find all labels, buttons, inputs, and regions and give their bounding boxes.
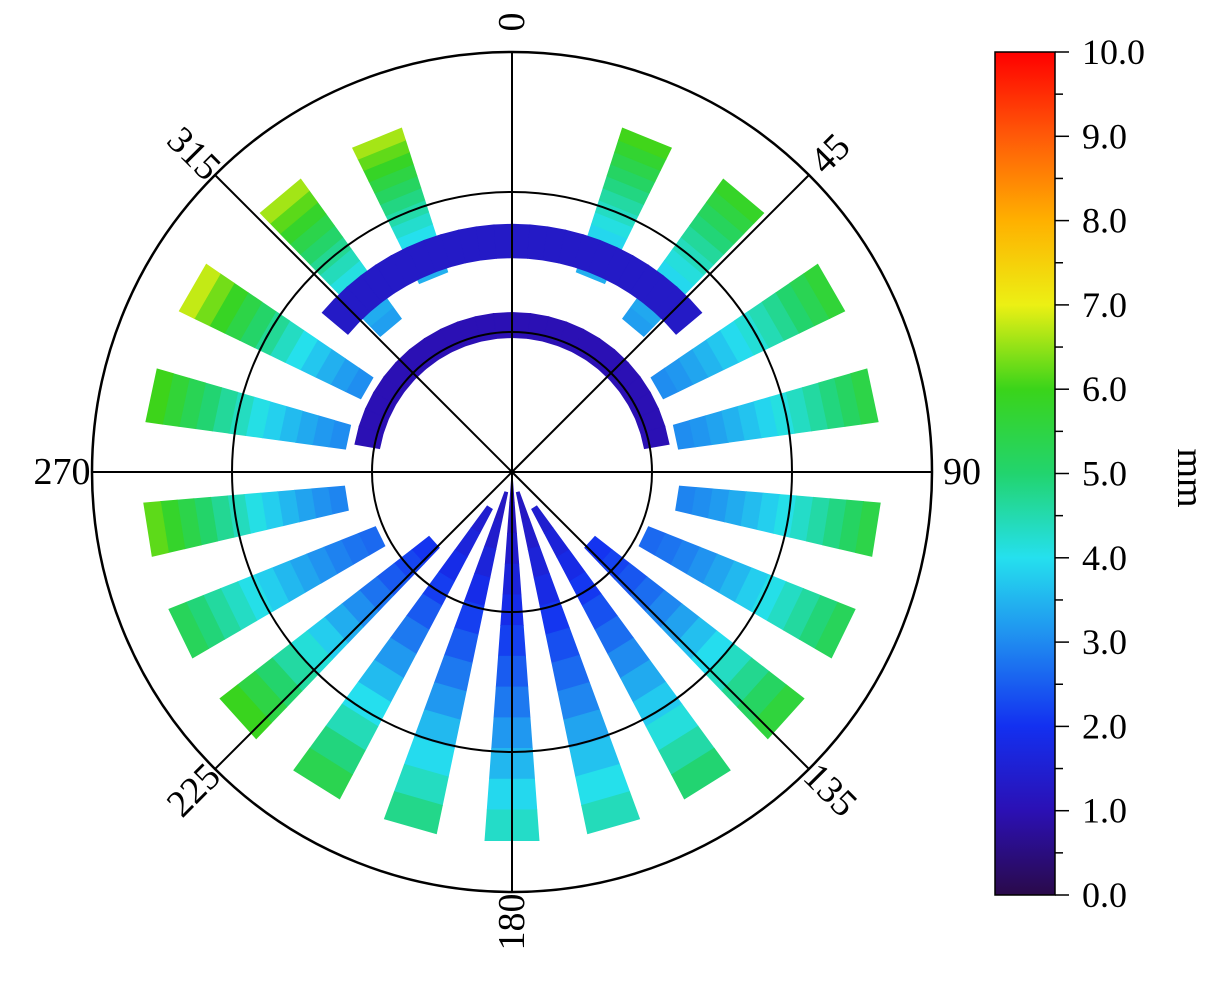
angle-tick-label: 45 xyxy=(802,126,859,183)
spoke-line xyxy=(214,174,513,473)
colorbar-tick-label: 8.0 xyxy=(1082,201,1127,241)
colorbar-tick-label: 6.0 xyxy=(1082,369,1127,409)
colorbar-tick-label: 10.0 xyxy=(1082,32,1145,72)
heatmap-cell xyxy=(145,368,174,425)
heatmap-cell xyxy=(533,573,560,607)
colorbar-label: mm xyxy=(1169,448,1211,507)
heatmap-cell xyxy=(351,127,406,160)
heatmap-cell xyxy=(814,601,856,659)
heatmap-strip xyxy=(672,368,879,450)
heatmap-strip xyxy=(531,505,731,800)
heatmap-cell xyxy=(178,263,221,319)
heatmap-cell xyxy=(714,178,765,224)
heatmap-cell xyxy=(293,747,353,800)
colorbar-tick-label: 7.0 xyxy=(1082,285,1127,325)
colorbar: 0.0 1.0 2.0 3.0 4.0 5.0 6.0 7.0 8.0 9.0 10.0 mm xyxy=(994,32,1211,915)
heatmap-cell xyxy=(515,491,530,522)
heatmap-cell xyxy=(474,545,497,579)
heatmap-cell xyxy=(640,425,670,450)
heatmap-cell xyxy=(484,518,503,550)
heatmap-cell xyxy=(855,501,881,557)
heatmap-cell xyxy=(168,601,210,659)
heatmap-cell xyxy=(143,501,169,557)
heatmap-arch xyxy=(321,223,703,335)
heatmap-cell xyxy=(494,491,509,522)
colorbar-tick-label: 3.0 xyxy=(1082,622,1127,662)
angle-tick-label: 180 xyxy=(491,894,533,951)
colorbar-tick-label: 5.0 xyxy=(1082,454,1127,494)
spoke-line xyxy=(511,471,810,770)
heatmap-strip xyxy=(178,263,374,400)
heatmap-strip xyxy=(168,526,386,659)
heatmap-cell xyxy=(259,178,310,224)
heatmap-strip xyxy=(143,485,349,557)
heatmap-cell xyxy=(803,263,846,319)
heatmap-cell xyxy=(383,791,443,835)
heatmap-cell xyxy=(493,311,513,339)
heatmap-arch xyxy=(354,311,670,450)
colorbar-tick-label: 4.0 xyxy=(1082,538,1127,578)
angle-tick-label: 0 xyxy=(491,13,533,32)
colorbar-tick-label: 2.0 xyxy=(1082,706,1127,746)
heatmap-cell xyxy=(850,368,879,425)
heatmap-strip xyxy=(293,505,493,800)
heatmap-cell xyxy=(581,791,641,835)
heatmap-cell xyxy=(618,127,673,160)
heatmap-cell xyxy=(493,223,513,259)
heatmap-layer xyxy=(143,127,881,842)
heatmap-strip xyxy=(675,485,881,557)
colorbar-tick-label: 9.0 xyxy=(1082,116,1127,156)
heatmap-cell xyxy=(511,223,531,259)
heatmap-strip xyxy=(638,526,856,659)
heatmap-cell xyxy=(671,747,731,800)
heatmap-cell xyxy=(464,573,491,607)
heatmap-cell xyxy=(665,298,703,335)
spoke-line xyxy=(214,471,513,770)
polar-grid xyxy=(90,50,934,894)
heatmap-cell xyxy=(527,545,550,579)
angle-tick-label: 270 xyxy=(34,451,91,493)
heatmap-cell xyxy=(521,518,540,550)
colorbar-tick-label: 0.0 xyxy=(1082,875,1127,915)
colorbar-ticks: 0.0 1.0 2.0 3.0 4.0 5.0 6.0 7.0 8.0 9.0 10.0 xyxy=(1055,32,1145,915)
heatmap-strip xyxy=(650,263,846,400)
spoke-line xyxy=(511,174,810,473)
colorbar-tick-label: 1.0 xyxy=(1082,791,1127,831)
angle-tick-label: 90 xyxy=(943,451,981,493)
heatmap-strip xyxy=(515,491,641,835)
heatmap-strip xyxy=(383,491,509,835)
colorbar-gradient xyxy=(994,51,1056,896)
